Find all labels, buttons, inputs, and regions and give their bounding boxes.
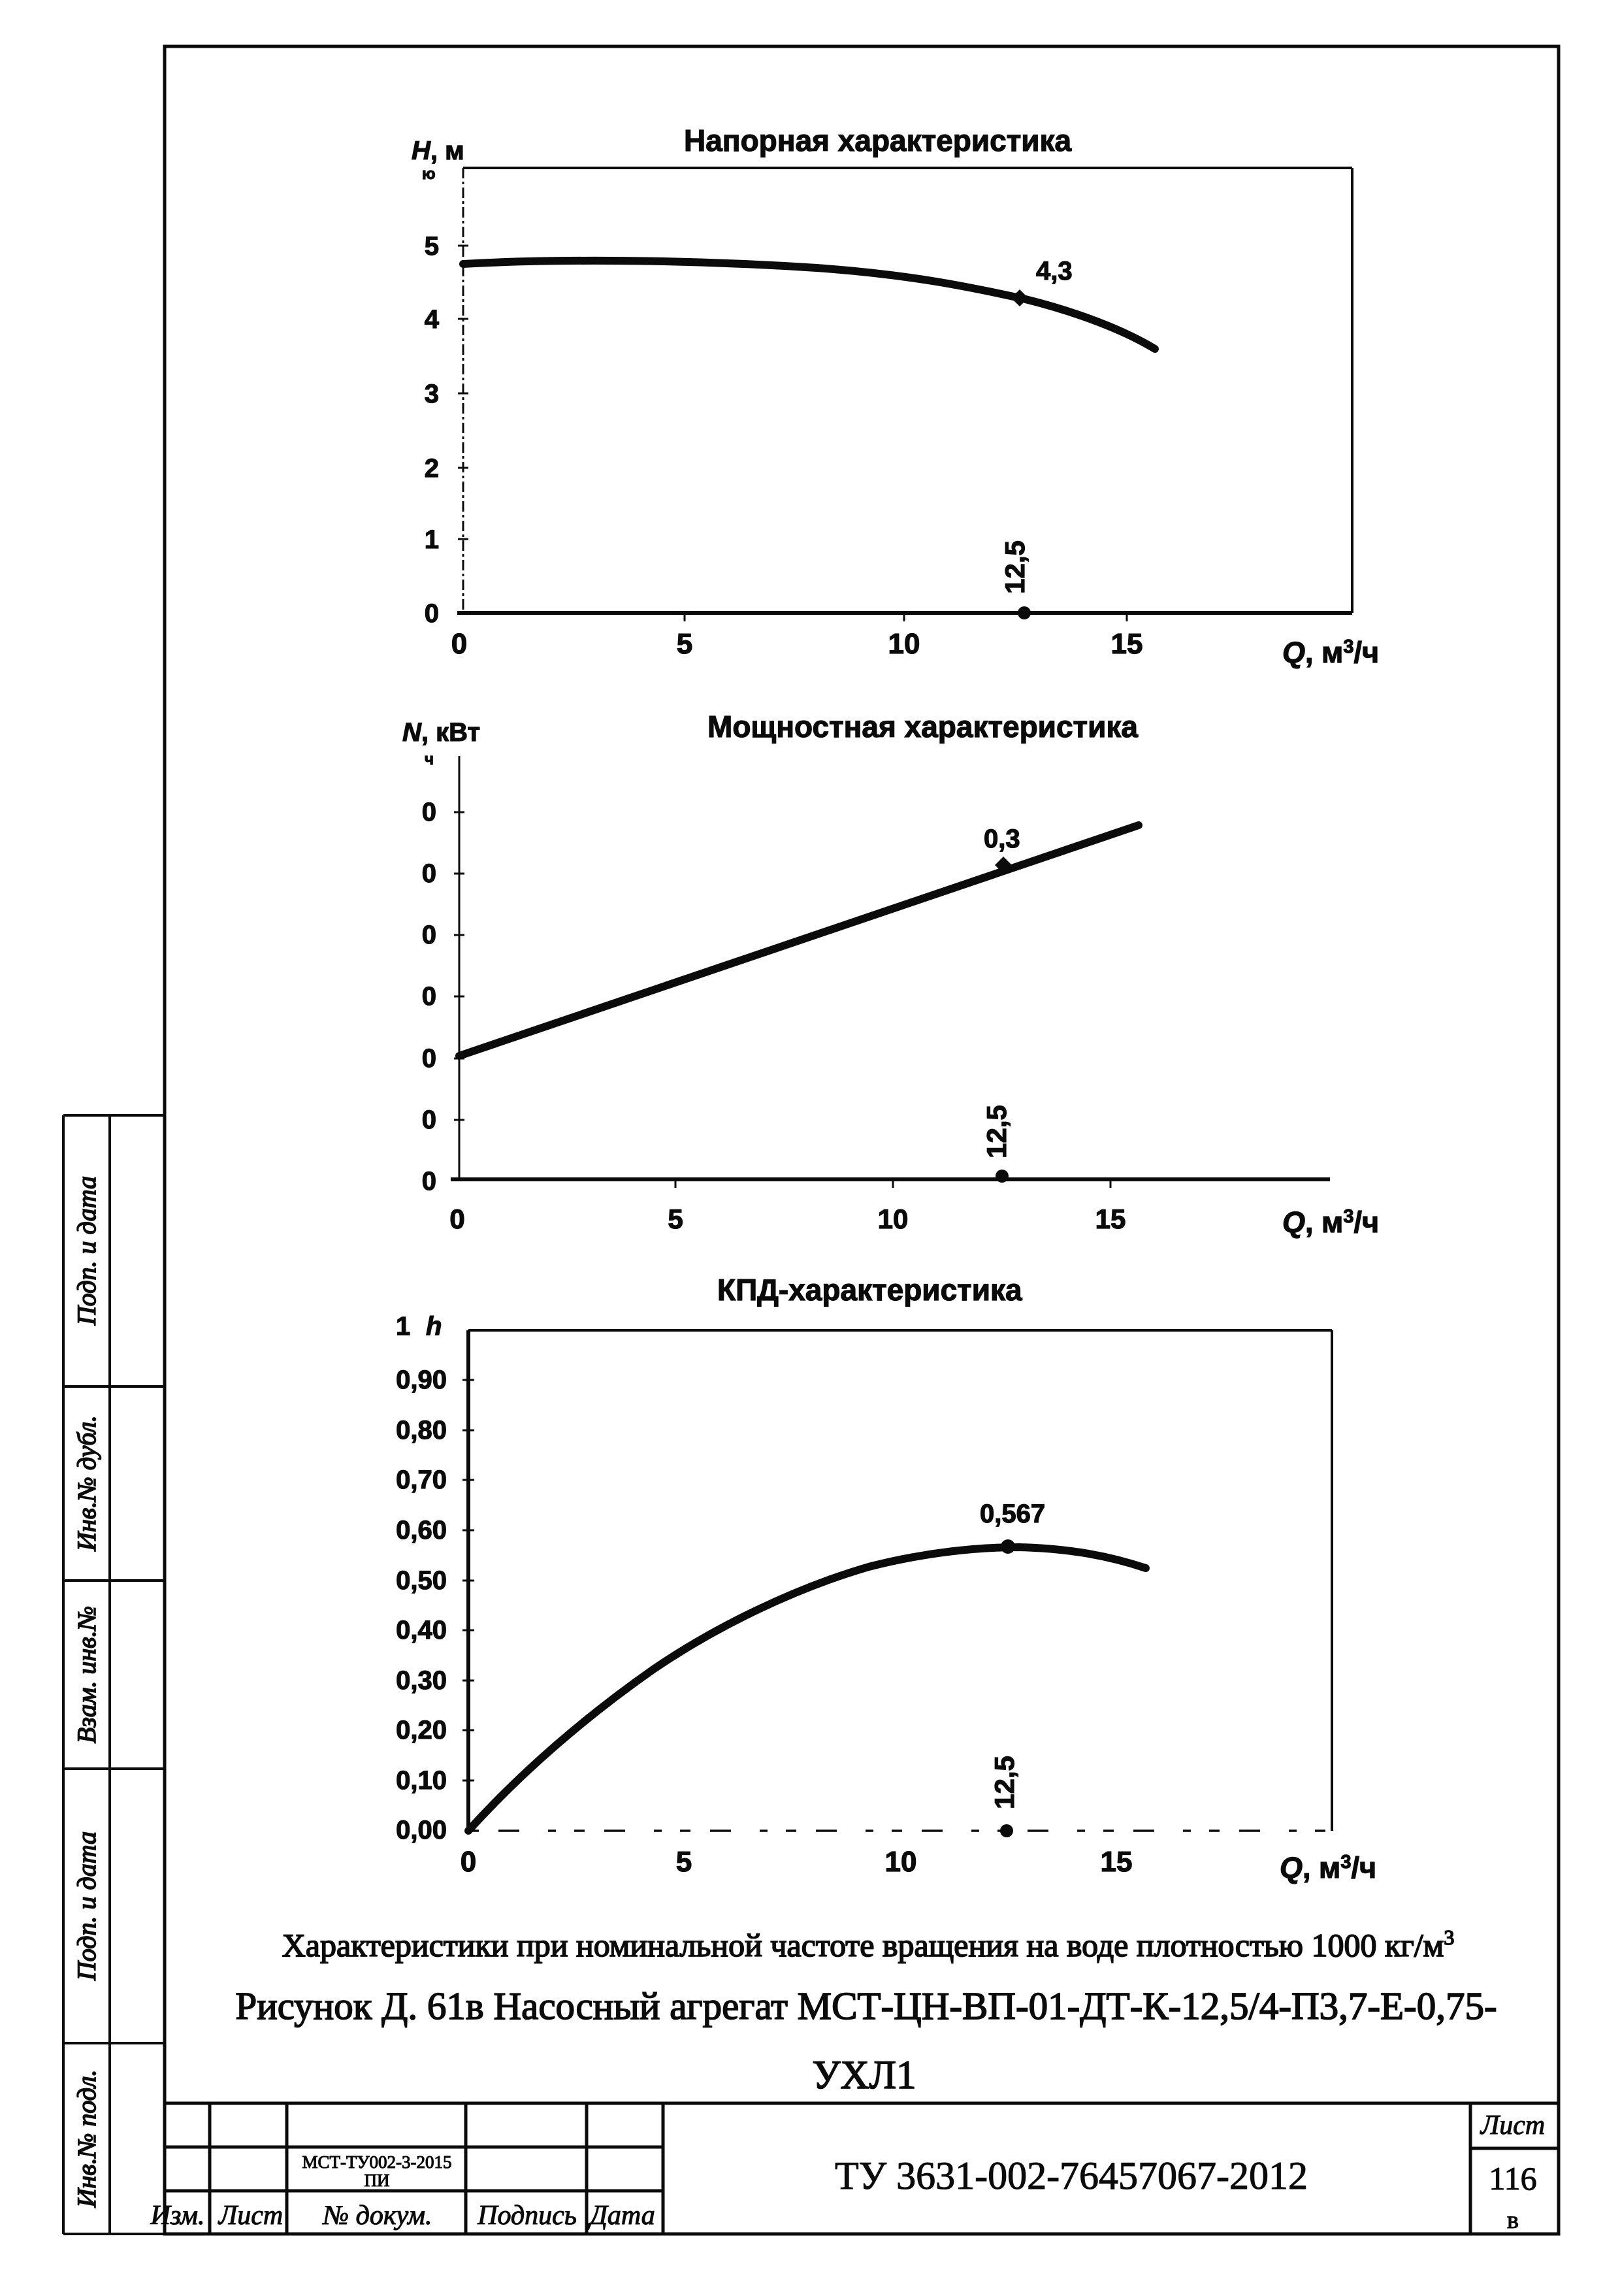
svg-text:Лист: Лист xyxy=(1480,2110,1545,2140)
svg-text:Характеристики при номинальной: Характеристики при номинальной частоте в… xyxy=(282,1926,1455,1963)
svg-text:0: 0 xyxy=(422,1167,436,1196)
svg-text:5: 5 xyxy=(668,1204,683,1234)
svg-text:0,10: 0,10 xyxy=(396,1766,447,1795)
svg-text:4: 4 xyxy=(425,305,440,334)
svg-text:0,70: 0,70 xyxy=(396,1466,447,1494)
svg-text:Инв.№ подл.: Инв.№ подл. xyxy=(72,2070,101,2208)
svg-text:ю: ю xyxy=(422,165,436,183)
svg-text:0,50: 0,50 xyxy=(396,1566,447,1595)
svg-text:0,20: 0,20 xyxy=(396,1716,447,1745)
svg-text:Изм.: Изм. xyxy=(150,2201,205,2231)
svg-text:0,00: 0,00 xyxy=(396,1816,447,1845)
svg-text:12,5: 12,5 xyxy=(981,1105,1012,1158)
svg-text:ПИ: ПИ xyxy=(364,2171,390,2190)
svg-text:ТУ 3631-002-76457067-2012: ТУ 3631-002-76457067-2012 xyxy=(835,2154,1308,2197)
svg-text:0: 0 xyxy=(422,1106,436,1134)
svg-text:Рисунок Д. 61в Насосный агрега: Рисунок Д. 61в Насосный агрегат МСТ-ЦН-В… xyxy=(235,1984,1497,2027)
svg-text:0: 0 xyxy=(422,1044,436,1073)
svg-text:0,567: 0,567 xyxy=(980,1500,1045,1528)
svg-text:Подп. и дата: Подп. и дата xyxy=(72,1831,101,1981)
svg-text:ч: ч xyxy=(425,751,434,768)
svg-text:0,60: 0,60 xyxy=(396,1516,447,1545)
svg-text:0: 0 xyxy=(422,921,436,949)
svg-text:Подп. и дата: Подп. и дата xyxy=(72,1176,101,1326)
svg-text:УХЛ1: УХЛ1 xyxy=(812,2054,916,2097)
svg-text:Напорная характеристика: Напорная характеристика xyxy=(684,123,1072,157)
svg-text:10: 10 xyxy=(888,628,920,660)
svg-text:0: 0 xyxy=(451,628,467,660)
svg-text:0,30: 0,30 xyxy=(396,1666,447,1695)
svg-text:2: 2 xyxy=(425,454,439,483)
svg-text:1: 1 xyxy=(425,525,439,554)
svg-text:h: h xyxy=(426,1312,442,1341)
svg-text:Q, м3/ч: Q, м3/ч xyxy=(1280,1851,1376,1884)
svg-text:Взам. инв.№: Взам. инв.№ xyxy=(72,1606,101,1744)
svg-text:12,5: 12,5 xyxy=(999,540,1030,594)
svg-text:5: 5 xyxy=(676,1846,692,1878)
svg-text:15: 15 xyxy=(1095,1204,1126,1234)
svg-text:4,3: 4,3 xyxy=(1036,257,1073,286)
svg-text:10: 10 xyxy=(878,1204,909,1234)
svg-text:Q, м3/ч: Q, м3/ч xyxy=(1282,1205,1379,1239)
svg-text:0: 0 xyxy=(461,1846,476,1878)
svg-text:15: 15 xyxy=(1101,1846,1133,1878)
svg-text:№ докум.: № докум. xyxy=(322,2201,432,2231)
svg-text:0: 0 xyxy=(449,1204,464,1234)
svg-text:0,40: 0,40 xyxy=(396,1616,447,1645)
svg-text:10: 10 xyxy=(885,1846,917,1878)
svg-text:Инв.№ дубл.: Инв.№ дубл. xyxy=(72,1415,101,1552)
svg-text:Подпись: Подпись xyxy=(477,2201,577,2231)
svg-text:N, кВт: N, кВт xyxy=(402,718,480,747)
svg-text:1: 1 xyxy=(396,1312,410,1341)
svg-text:5: 5 xyxy=(425,232,439,261)
svg-text:Q, м3/ч: Q, м3/ч xyxy=(1282,636,1379,669)
svg-text:12,5: 12,5 xyxy=(989,1756,1020,1809)
svg-text:0: 0 xyxy=(422,859,436,888)
svg-text:МСТ-ТУ002-3-2015: МСТ-ТУ002-3-2015 xyxy=(302,2152,451,2172)
svg-text:0,80: 0,80 xyxy=(396,1416,447,1445)
svg-text:Дата: Дата xyxy=(587,2201,655,2231)
svg-text:5: 5 xyxy=(677,628,692,660)
svg-text:Лист: Лист xyxy=(218,2201,283,2231)
svg-text:0,90: 0,90 xyxy=(396,1366,447,1394)
svg-text:в: в xyxy=(1507,2206,1519,2234)
svg-text:0: 0 xyxy=(422,982,436,1011)
svg-text:116: 116 xyxy=(1489,2160,1536,2197)
svg-text:H, м: H, м xyxy=(412,137,464,165)
svg-text:Мощностная характеристика: Мощностная характеристика xyxy=(707,710,1138,744)
svg-text:КПД-характеристика: КПД-характеристика xyxy=(717,1273,1022,1307)
svg-text:15: 15 xyxy=(1111,628,1143,660)
svg-text:0: 0 xyxy=(422,798,436,827)
svg-text:0,3: 0,3 xyxy=(984,825,1020,853)
svg-text:3: 3 xyxy=(425,380,439,408)
svg-text:0: 0 xyxy=(425,599,439,628)
